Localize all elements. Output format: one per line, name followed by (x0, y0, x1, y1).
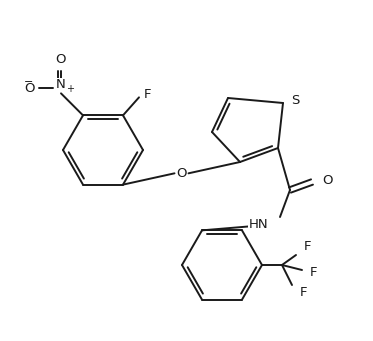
Text: O: O (176, 167, 187, 180)
Text: −: − (24, 77, 34, 87)
Text: O: O (322, 175, 332, 188)
Text: F: F (300, 286, 307, 299)
Text: +: + (66, 84, 74, 94)
Text: O: O (56, 53, 66, 66)
Text: O: O (25, 82, 35, 95)
Text: N: N (56, 78, 66, 91)
Text: S: S (291, 94, 300, 107)
Text: F: F (144, 88, 151, 101)
Text: F: F (310, 267, 317, 280)
Text: F: F (304, 240, 311, 253)
Text: HN: HN (248, 219, 268, 232)
